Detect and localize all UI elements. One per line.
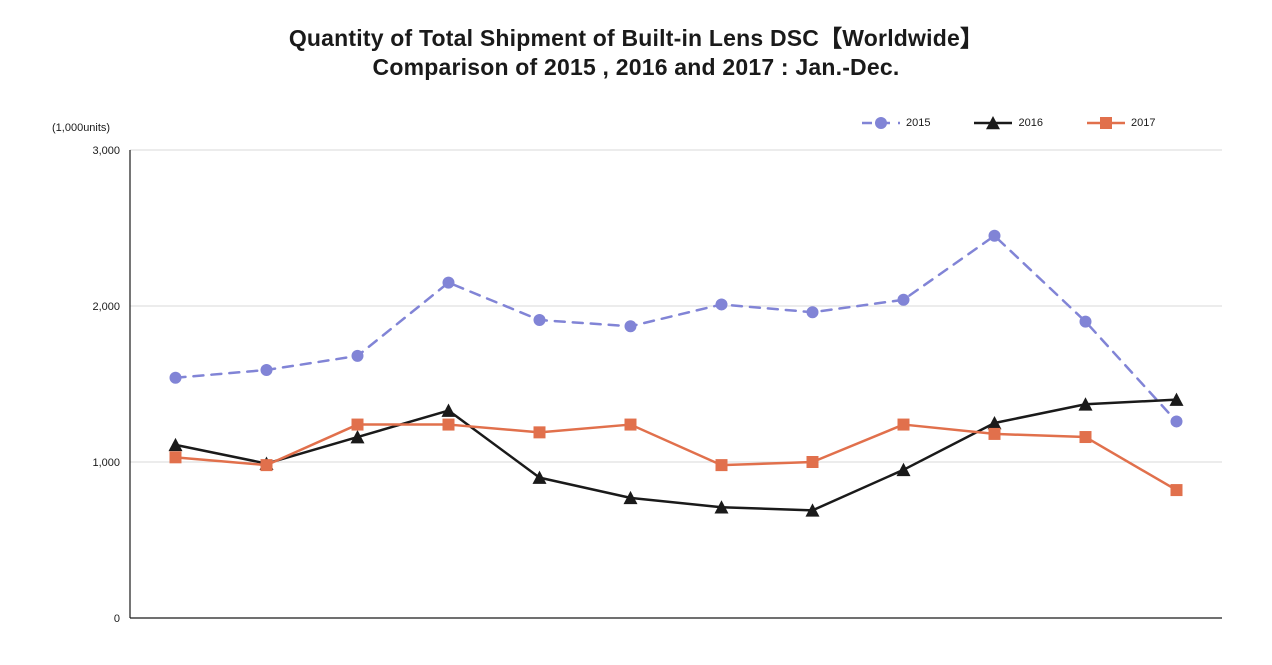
y-tick-label: 3,000: [92, 145, 120, 157]
marker-triangle: [169, 437, 183, 450]
marker-triangle: [442, 403, 456, 416]
legend-swatch-2015: [862, 116, 900, 130]
chart-plot: 0 1,000 2,000 3,000: [0, 82, 1272, 657]
marker-circle: [443, 276, 455, 288]
marker-triangle: [897, 462, 911, 475]
series-line-2016: [176, 399, 1177, 510]
marker-square: [534, 426, 546, 438]
chart-title-line2: Comparison of 2015 , 2016 and 2017 : Jan…: [0, 53, 1272, 82]
marker-square: [898, 418, 910, 430]
chart-title-line1: Quantity of Total Shipment of Built-in L…: [0, 24, 1272, 53]
series-line-2015: [176, 235, 1177, 421]
marker-square: [1100, 117, 1112, 129]
marker-circle: [989, 229, 1001, 241]
marker-square: [352, 418, 364, 430]
legend-swatch-2016: [974, 116, 1012, 130]
legend-label-2016: 2016: [1018, 117, 1042, 129]
marker-square: [807, 456, 819, 468]
legend-item-2017: 2017: [1087, 116, 1155, 130]
legend-label-2017: 2017: [1131, 117, 1155, 129]
marker-circle: [1080, 315, 1092, 327]
marker-circle: [352, 349, 364, 361]
marker-circle: [534, 314, 546, 326]
marker-square: [443, 418, 455, 430]
marker-circle: [170, 371, 182, 383]
series-line-2017: [176, 424, 1177, 490]
marker-square: [625, 418, 637, 430]
legend-item-2016: 2016: [974, 116, 1042, 130]
legend: 2015 2016 2017: [862, 116, 1155, 130]
y-tick-label: 2,000: [92, 301, 120, 313]
marker-circle: [898, 293, 910, 305]
marker-circle: [807, 306, 819, 318]
chart-area: (1,000units) 2015 2016 2017 0 1,000 2,000 3,0…: [0, 82, 1272, 657]
marker-square: [1080, 431, 1092, 443]
marker-circle: [261, 363, 273, 375]
legend-swatch-2017: [1087, 116, 1125, 130]
marker-circle: [1171, 415, 1183, 427]
y-tick-label: 0: [114, 613, 120, 625]
marker-square: [1171, 484, 1183, 496]
y-tick-label: 1,000: [92, 457, 120, 469]
marker-square: [716, 459, 728, 471]
legend-item-2015: 2015: [862, 116, 930, 130]
marker-circle: [625, 320, 637, 332]
marker-square: [261, 459, 273, 471]
chart-title: Quantity of Total Shipment of Built-in L…: [0, 0, 1272, 82]
legend-label-2015: 2015: [906, 117, 930, 129]
marker-square: [989, 427, 1001, 439]
marker-circle: [716, 298, 728, 310]
marker-circle: [875, 117, 887, 129]
y-axis-unit-label: (1,000units): [52, 122, 110, 134]
marker-square: [170, 451, 182, 463]
